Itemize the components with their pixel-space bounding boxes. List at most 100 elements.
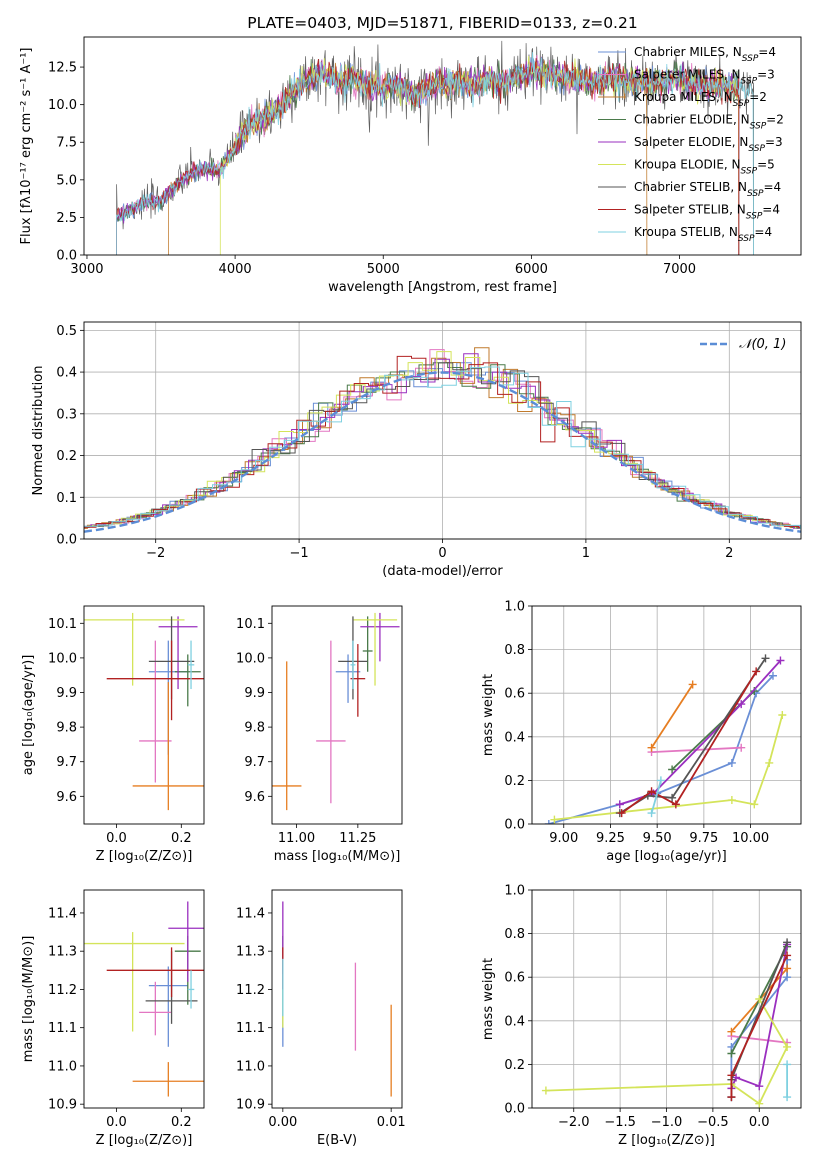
weight-marker [761,654,770,663]
weight-marker [668,793,677,802]
age-vs-mass-axes: 11.00 11.25 9.6 9.7 9.8 9.9 10.0 10.1 mass [log₁… [236,617,400,864]
y-tick-label: 9.9 [56,686,77,701]
y-tick-label: 9.9 [244,686,265,701]
weight-marker [544,820,553,824]
x-tick-label: −0.5 [697,1115,729,1130]
x-tick-label: −1.5 [604,1115,636,1130]
weight-marker [732,1073,741,1082]
spectrum-series-line [116,52,754,255]
x-tick-label: 11.25 [339,831,376,846]
y-tick-label: 0.0 [56,533,77,548]
weight-series-line [730,944,788,1089]
x-axis-label: (data-model)/error [382,564,503,579]
x-tick-label: −2 [146,546,165,561]
weight-marker [668,765,677,774]
spectrum-lines [116,40,754,255]
y-tick-label: 11.4 [48,906,77,921]
x-axis-label: mass [log₁₀(M/M⊙)] [274,849,401,864]
x-tick-label: −1.0 [651,1115,683,1130]
weight-marker [550,815,559,824]
weight-marker [778,711,787,719]
weight-marker [727,1093,736,1102]
weight-marker [783,938,792,947]
residuals-axes: −2 −1 0 1 2 0.0 0.1 0.2 0.3 0.4 0.5 (data-model)/er… [31,322,801,579]
y-tick-label: 11.0 [48,1059,77,1074]
x-tick-label: 11.00 [278,831,315,846]
y-tick-label: 0.4 [56,366,77,381]
x-tick-label: 2 [725,546,733,561]
x-axis-label: wavelength [Angstrom, rest frame] [328,280,557,295]
weight-marker [727,758,736,767]
x-tick-label: 0.0 [106,831,127,846]
histogram-series [84,362,801,528]
weight-vs-age-frame [531,605,802,825]
weight-marker [647,809,656,818]
mass-vs-Z-axes: 0.0 0.2 10.9 11.0 11.1 11.2 11.3 11.4 Z [log₁₀(Z… [21,906,192,1148]
weight-vs-Z-series [541,938,792,1108]
x-tick-label: 9.50 [643,831,672,846]
weight-marker [647,743,656,752]
weight-series-line [650,780,662,814]
histogram-series [84,353,801,529]
y-tick-label: 0.8 [504,927,525,942]
y-axis-label: Normed distribution [31,366,46,496]
weight-marker [783,1060,792,1069]
x-tick-label: 0.2 [171,1115,192,1130]
weight-marker [727,1071,736,1080]
y-tick-label: 11.4 [236,906,265,921]
mass-vs-EBV-axes: 0.00 0.01 10.9 11.0 11.1 11.2 11.3 11.4 E(B-V) [236,906,406,1148]
spectrum-axes: 3000 4000 5000 6000 7000 0.0 2.5 5.0 7.5 10.0 12.5… [19,48,696,296]
x-tick-label: 0.0 [749,1115,770,1130]
weight-marker [783,951,792,960]
y-tick-label: 1.0 [504,884,525,899]
x-tick-label: 3000 [70,262,103,277]
weight-marker [765,758,774,767]
histogram-series [84,362,801,529]
y-tick-label: 0.0 [504,1102,525,1117]
weight-marker [776,656,785,665]
weight-series-line [621,670,757,814]
y-tick-label: 11.1 [48,1021,77,1036]
weight-marker [783,973,792,982]
weight-marker [737,700,746,709]
mass-vs-Z-frame [83,889,205,1109]
y-axis-label: Flux [fλ10⁻¹⁷ erg cm⁻² s⁻¹ A⁻¹] [19,48,34,245]
y-axis-label: age [log₁₀(age/yr)] [21,655,36,776]
y-tick-label: 1.0 [504,600,525,615]
weight-marker [647,787,656,796]
y-tick-label: 10.9 [48,1098,77,1113]
y-tick-label: 10.0 [48,98,77,113]
x-axis-label: Z [log₁₀(Z/Z⊙)] [96,849,193,864]
weight-marker [755,1082,764,1091]
weight-vs-age-series [544,654,787,824]
histogram-series [84,347,801,529]
weight-marker [755,995,764,1003]
x-tick-label: 0.2 [171,831,192,846]
x-tick-label: 0.01 [377,1115,406,1130]
histogram-series [84,351,801,529]
weight-marker [783,1042,792,1051]
y-tick-label: 11.0 [236,1059,265,1074]
y-tick-label: 0.2 [56,449,77,464]
x-tick-label: 6000 [515,262,548,277]
histogram-series [84,355,801,528]
y-tick-label: 11.2 [48,983,77,998]
weight-marker [617,809,626,818]
y-tick-label: 10.0 [236,651,265,666]
x-tick-label: 0 [438,546,446,561]
histogram-series [84,366,801,530]
x-tick-label: 10.00 [732,831,769,846]
y-tick-label: 9.6 [244,790,265,805]
weight-marker [750,800,759,809]
y-tick-label: 7.5 [56,136,77,151]
chart-title: PLATE=0403, MJD=51871, FIBERID=0133, z=0… [247,14,637,32]
mass-vs-Z-points [84,901,204,1097]
y-tick-label: 2.5 [56,211,77,226]
y-tick-label: 0.3 [56,407,77,422]
x-axis-label: Z [log₁₀(Z/Z⊙)] [96,1133,193,1148]
age-vs-Z-points [84,612,204,811]
y-tick-label: 12.5 [48,61,77,76]
y-axis-label: mass [log₁₀(M/M⊙)] [21,936,36,1063]
age-vs-Z-frame [83,605,205,825]
